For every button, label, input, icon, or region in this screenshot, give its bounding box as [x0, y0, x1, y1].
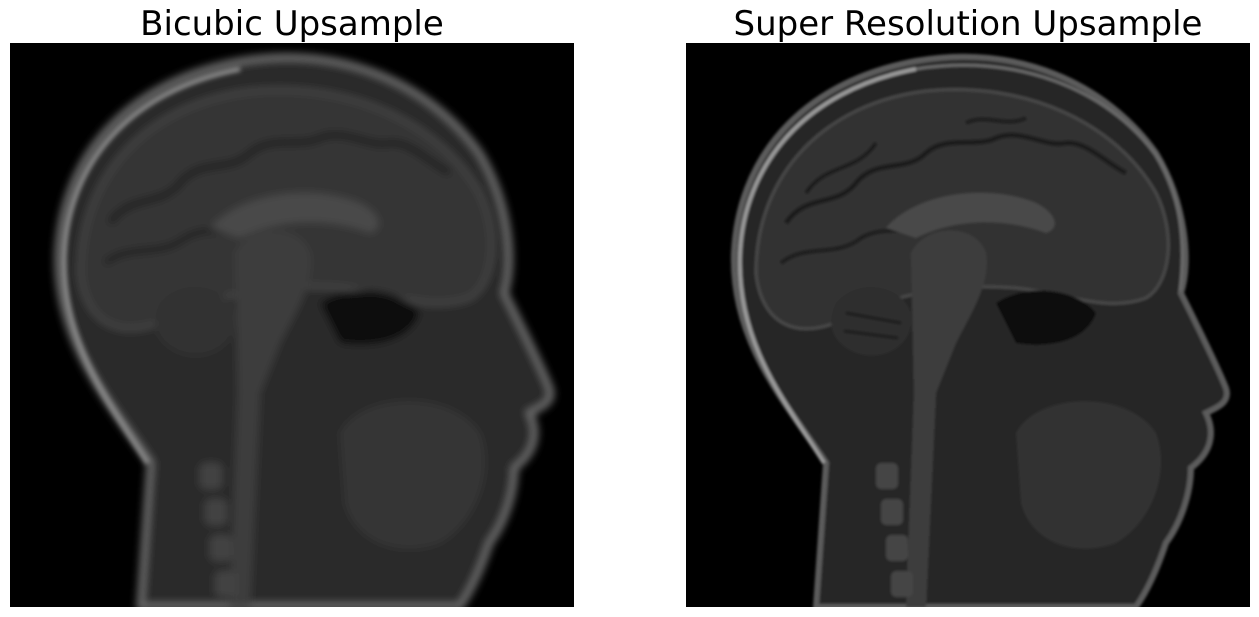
- bicubic-title: Bicubic Upsample: [140, 4, 444, 44]
- super-resolution-image-panel: [686, 43, 1250, 607]
- bicubic-image-panel: [10, 43, 574, 607]
- sagittal-brain-mri-sharp-icon: [686, 43, 1250, 607]
- super-resolution-title: Super Resolution Upsample: [733, 4, 1203, 44]
- sagittal-brain-mri-blurred-icon: [10, 43, 574, 607]
